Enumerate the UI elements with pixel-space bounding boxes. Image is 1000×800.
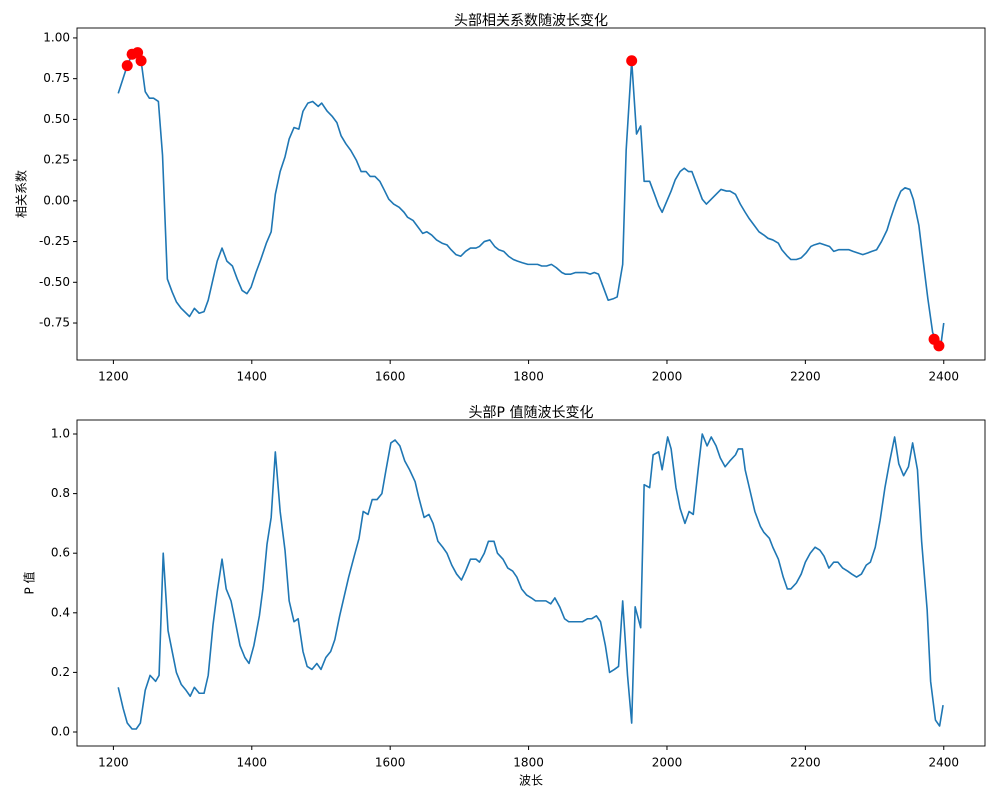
- y-tick-label: 0.00: [43, 193, 70, 207]
- marker: [135, 55, 147, 67]
- axes-frame: [76, 27, 986, 361]
- chart-title: 头部P 值随波长变化: [469, 405, 594, 421]
- y-tick-label: 0.2: [51, 665, 70, 679]
- x-tick-label: 2400: [928, 756, 959, 770]
- y-tick-label: -0.75: [39, 316, 70, 330]
- x-tick-label: 2000: [652, 756, 683, 770]
- marker: [933, 340, 945, 352]
- y-tick-label: -0.50: [39, 275, 70, 289]
- x-axis-label: 波长: [519, 774, 543, 788]
- x-tick-label: 1400: [237, 370, 268, 384]
- x-tick-label: 2000: [652, 370, 683, 384]
- marker: [121, 60, 133, 72]
- axes-frame: [76, 419, 986, 747]
- y-tick-label: 0.0: [51, 724, 70, 738]
- y-tick-label: 0.4: [51, 605, 70, 619]
- x-tick-label: 1800: [513, 370, 544, 384]
- x-tick-label: 1200: [98, 756, 129, 770]
- x-tick-label: 2400: [928, 370, 959, 384]
- y-tick-label: 0.25: [43, 153, 70, 167]
- x-tick-label: 1800: [513, 756, 544, 770]
- y-tick-label: 0.50: [43, 112, 70, 126]
- y-tick-label: 0.6: [51, 546, 70, 560]
- x-tick-label: 1200: [98, 370, 129, 384]
- line: [117, 433, 944, 730]
- y-tick-label: 1.0: [51, 427, 70, 441]
- y-tick-label: -0.25: [39, 234, 70, 248]
- x-tick-label: 1600: [375, 370, 406, 384]
- y-tick-label: 0.8: [51, 486, 70, 500]
- x-tick-label: 1400: [237, 756, 268, 770]
- y-tick-label: 1.00: [43, 30, 70, 44]
- line: [117, 51, 945, 345]
- x-tick-label: 1600: [375, 756, 406, 770]
- y-tick-label: 0.75: [43, 71, 70, 85]
- x-tick-label: 2200: [790, 756, 821, 770]
- y-axis-label: P 值: [22, 571, 37, 594]
- marker: [626, 55, 638, 67]
- x-tick-label: 2200: [790, 370, 821, 384]
- chart-title: 头部相关系数随波长变化: [454, 13, 608, 29]
- y-axis-label: 相关系数: [14, 170, 29, 218]
